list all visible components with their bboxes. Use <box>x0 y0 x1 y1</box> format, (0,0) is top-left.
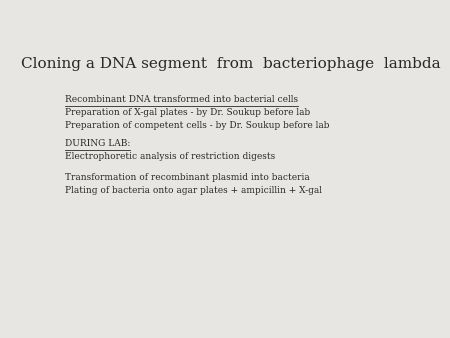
Text: Transformation of recombinant plasmid into bacteria: Transformation of recombinant plasmid in… <box>65 173 310 182</box>
Text: Electrophoretic analysis of restriction digests: Electrophoretic analysis of restriction … <box>65 152 275 161</box>
Text: Preparation of X-gal plates - by Dr. Soukup before lab: Preparation of X-gal plates - by Dr. Sou… <box>65 107 310 117</box>
Text: DURING LAB:: DURING LAB: <box>65 139 130 148</box>
Text: Preparation of competent cells - by Dr. Soukup before lab: Preparation of competent cells - by Dr. … <box>65 121 329 130</box>
Text: Cloning a DNA segment  from  bacteriophage  lambda: Cloning a DNA segment from bacteriophage… <box>21 57 441 71</box>
Text: Recombinant DNA transformed into bacterial cells: Recombinant DNA transformed into bacteri… <box>65 95 298 104</box>
Text: Plating of bacteria onto agar plates + ampicillin + X-gal: Plating of bacteria onto agar plates + a… <box>65 186 322 195</box>
